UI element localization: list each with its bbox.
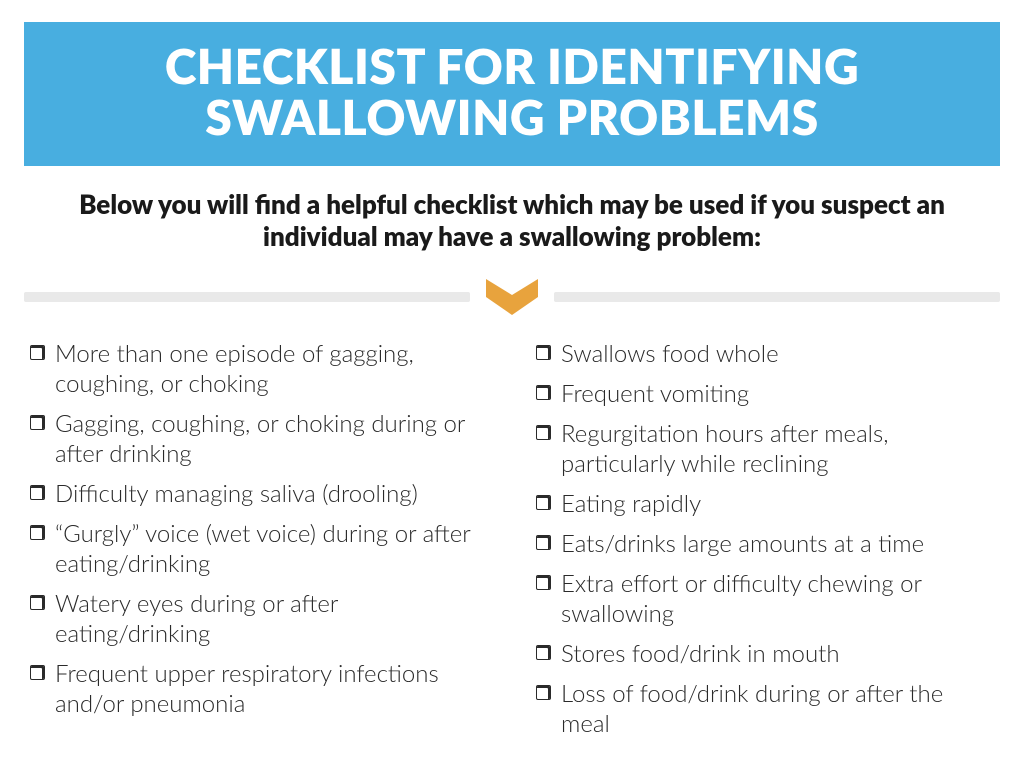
checklist-item-text: Frequent upper respiratory infections an… [55,659,488,719]
checklist-columns: More than one episode of gagging, coughi… [24,339,1000,749]
checkbox-icon [30,345,45,360]
checklist-item-text: Stores food/drink in mouth [561,639,994,669]
page: CHECKLIST FOR IDENTIFYING SWALLOWING PRO… [0,0,1024,749]
checklist-item-text: Extra effort or difficulty chewing or sw… [561,569,994,629]
checklist-item: Regurgitation hours after meals, particu… [536,419,994,479]
checkbox-icon [30,665,45,680]
checklist-item-text: Gagging, coughing, or choking during or … [55,409,488,469]
checkbox-icon [536,575,551,590]
checklist-item: Stores food/drink in mouth [536,639,994,669]
checklist-item-text: Swallows food whole [561,339,994,369]
divider [24,279,1000,315]
checklist-item: Difficulty managing saliva (drooling) [30,479,488,509]
intro-text: Below you will find a helpful checklist … [24,166,1000,273]
checklist-item: Gagging, coughing, or choking during or … [30,409,488,469]
checklist-item-text: Eating rapidly [561,489,994,519]
checkbox-icon [536,385,551,400]
checklist-item-text: More than one episode of gagging, coughi… [55,339,488,399]
checklist-right-column: Swallows food whole Frequent vomiting Regu… [536,339,994,749]
checkbox-icon [30,485,45,500]
checkbox-icon [536,685,551,700]
checkbox-icon [536,345,551,360]
checkbox-icon [30,525,45,540]
checklist-item-text: Regurgitation hours after meals, particu… [561,419,994,479]
checklist-item: Frequent upper respiratory infections an… [30,659,488,719]
checklist-item-text: Difficulty managing saliva (drooling) [55,479,488,509]
checkbox-icon [536,495,551,510]
checklist-item: Swallows food whole [536,339,994,369]
checklist-left-column: More than one episode of gagging, coughi… [30,339,488,749]
checklist-item: More than one episode of gagging, coughi… [30,339,488,399]
checklist-item: Loss of food/drink during or after the m… [536,679,994,739]
checklist-item-text: Watery eyes during or after eating/drink… [55,589,488,649]
checklist-item-text: Eats/drinks large amounts at a time [561,529,994,559]
divider-line-right [554,292,1000,302]
checkbox-icon [30,595,45,610]
checklist-item: Watery eyes during or after eating/drink… [30,589,488,649]
chevron-down-icon [486,279,538,315]
title-bar: CHECKLIST FOR IDENTIFYING SWALLOWING PRO… [24,22,1000,166]
checkbox-icon [536,535,551,550]
checkbox-icon [30,415,45,430]
checklist-item: Eating rapidly [536,489,994,519]
checklist-item-text: Loss of food/drink during or after the m… [561,679,994,739]
checklist-item: Frequent vomiting [536,379,994,409]
checkbox-icon [536,645,551,660]
checklist-item: “Gurgly” voice (wet voice) during or aft… [30,519,488,579]
divider-line-left [24,292,470,302]
checklist-item: Extra effort or difficulty chewing or sw… [536,569,994,629]
checklist-item-text: “Gurgly” voice (wet voice) during or aft… [55,519,488,579]
checklist-item-text: Frequent vomiting [561,379,994,409]
checklist-item: Eats/drinks large amounts at a time [536,529,994,559]
checkbox-icon [536,425,551,440]
